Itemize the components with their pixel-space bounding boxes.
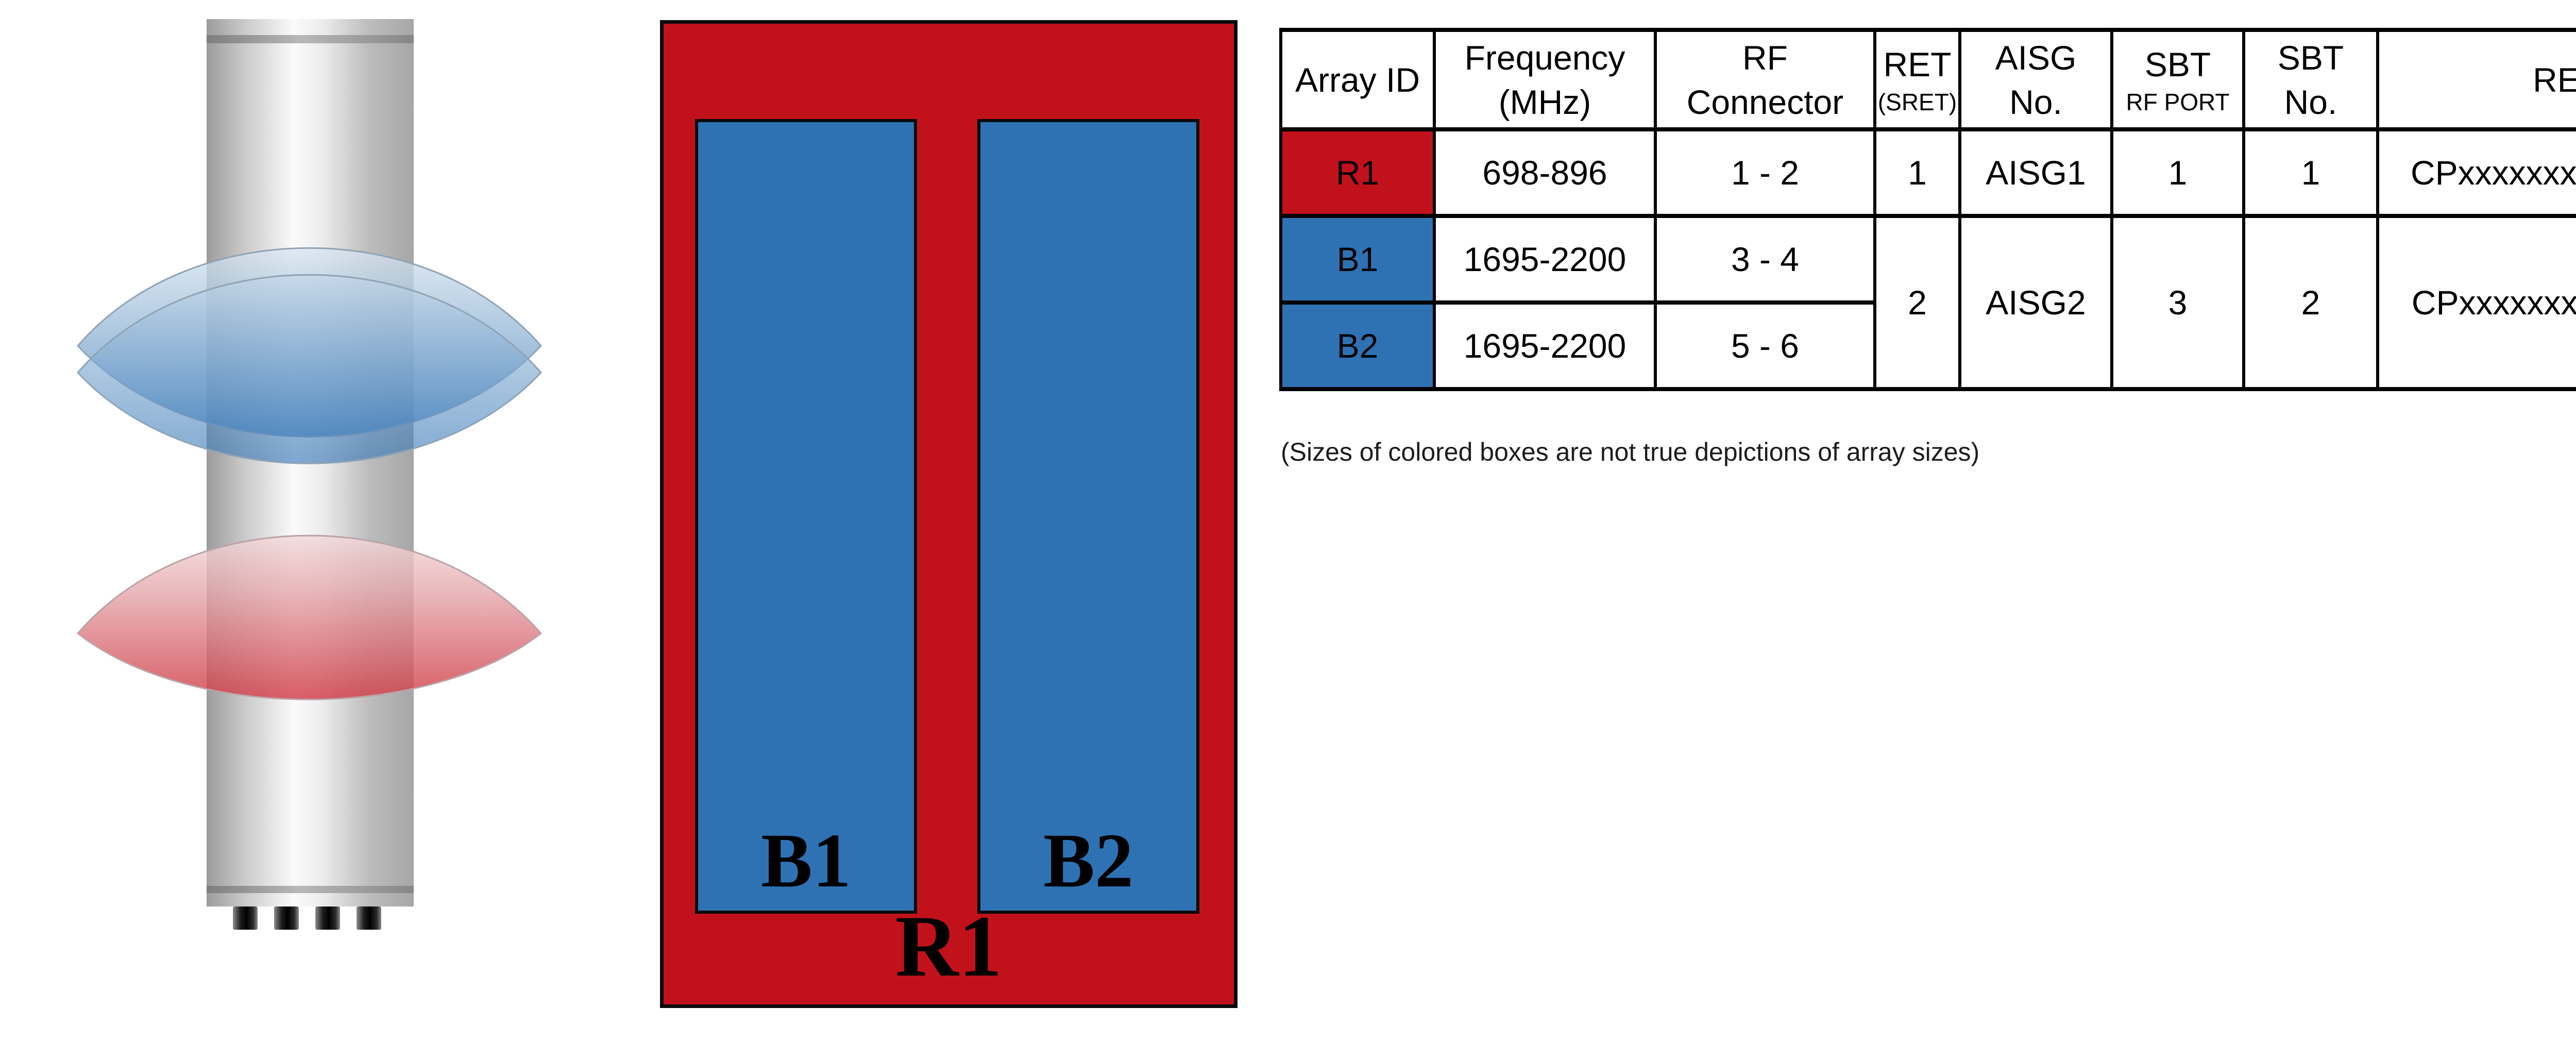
cell-r1-aisg-no: AISG1 [1958, 127, 2113, 218]
array-diagram-red-box: B1 B2 R1 [660, 20, 1238, 1008]
antenna-illustration [76, 19, 543, 930]
cell-r1-sbt-no: 1 [2242, 127, 2379, 218]
connector-pin [274, 906, 299, 930]
array-box-r1-label: R1 [895, 898, 1003, 995]
header-rf-connector: RF Connector [1654, 28, 1876, 131]
header-frequency-line1: Frequency [1464, 38, 1625, 77]
blue-beam-lenses [76, 247, 543, 464]
cylinder-bottom-band [207, 886, 414, 893]
cylinder-top-band [207, 35, 414, 43]
header-sbt-rf-port-line2: RF PORT [2126, 88, 2230, 115]
header-aisg-no: AISG No. [1958, 28, 2113, 131]
cell-b1b2-ret-uid: CPxxxxxxxxxxxxxxxxxB1 [2376, 214, 2576, 391]
cell-r1-array-id: R1 [1279, 127, 1436, 218]
header-sbt-rf-port: SBT RF PORT [2110, 28, 2245, 131]
header-ret-sret: RET (SRET) [1873, 28, 1961, 131]
blue-beam-lens-lower [76, 274, 543, 464]
header-sbt-no: SBT No. [2242, 28, 2379, 131]
cell-r1-rf-connector: 1 - 2 [1654, 127, 1876, 218]
cell-b2-rf-connector: 5 - 6 [1654, 300, 1876, 391]
cell-b1-array-id: B1 [1279, 214, 1436, 305]
size-disclaimer-note: (Sizes of colored boxes are not true dep… [1281, 438, 1980, 466]
cell-b1-rf-connector: 3 - 4 [1654, 214, 1876, 305]
antenna-connector-pins [233, 906, 381, 930]
header-ret-uid: RET UID [2376, 28, 2576, 131]
table-row-b1: B1 1695-2200 3 - 4 2 AISG2 3 2 CPxxxxxxx… [1279, 214, 2576, 391]
cell-b2-frequency: 1695-2200 [1433, 300, 1657, 391]
cell-r1-sbt-rf-port: 1 [2110, 127, 2245, 218]
header-array-id-text: Array ID [1295, 60, 1420, 99]
red-beam-lens [76, 534, 543, 700]
header-rf-connector-line1: RF [1742, 38, 1788, 77]
cell-b2-array-id: B2 [1279, 300, 1436, 391]
header-aisg-line1: AISG [1995, 38, 2077, 77]
header-rf-connector-line2: Connector [1686, 82, 1844, 121]
header-frequency: Frequency (MHz) [1433, 28, 1657, 131]
header-ret-uid-text: RET UID [2533, 60, 2576, 99]
cell-b1b2-sbt-rf-port: 3 [2110, 214, 2245, 391]
header-sbt-rf-port-line1: SBT [2144, 45, 2211, 83]
table-row-b2: B2 1695-2200 5 - 6 [1279, 300, 2576, 391]
array-box-b1: B1 [695, 119, 917, 914]
array-box-b1-label: B1 [760, 818, 852, 903]
header-sbt-no-line1: SBT [2277, 38, 2344, 77]
cell-b1b2-sbt-no: 2 [2242, 214, 2379, 391]
connector-pin [357, 906, 381, 930]
header-aisg-line2: No. [2009, 82, 2062, 121]
header-sbt-no-line2: No. [2284, 82, 2337, 121]
table-header-row: Array ID Frequency (MHz) RF Connector RE… [1279, 28, 2576, 131]
array-box-b2: B2 [977, 119, 1199, 914]
cell-r1-frequency: 698-896 [1433, 127, 1657, 218]
cell-b1b2-ret-sret: 2 [1873, 214, 1961, 391]
header-ret-line1: RET [1883, 45, 1952, 83]
header-frequency-line2: (MHz) [1498, 82, 1591, 121]
cell-r1-ret-sret: 1 [1873, 127, 1961, 218]
cell-b1-frequency: 1695-2200 [1433, 214, 1657, 305]
cell-r1-ret-uid: CPxxxxxxxxxxxxxxxxxR1 [2376, 127, 2576, 218]
cell-b1b2-aisg-no: AISG2 [1958, 214, 2113, 391]
header-array-id: Array ID [1279, 28, 1436, 131]
connector-pin [233, 906, 258, 930]
header-ret-line2: (SRET) [1877, 88, 1957, 115]
connector-pin [315, 906, 340, 930]
array-box-b2-label: B2 [1043, 818, 1134, 903]
antenna-config-table: Array ID Frequency (MHz) RF Connector RE… [1279, 28, 2576, 391]
table-row-r1: R1 698-896 1 - 2 1 AISG1 1 1 CPxxxxxxxxx… [1279, 127, 2576, 218]
